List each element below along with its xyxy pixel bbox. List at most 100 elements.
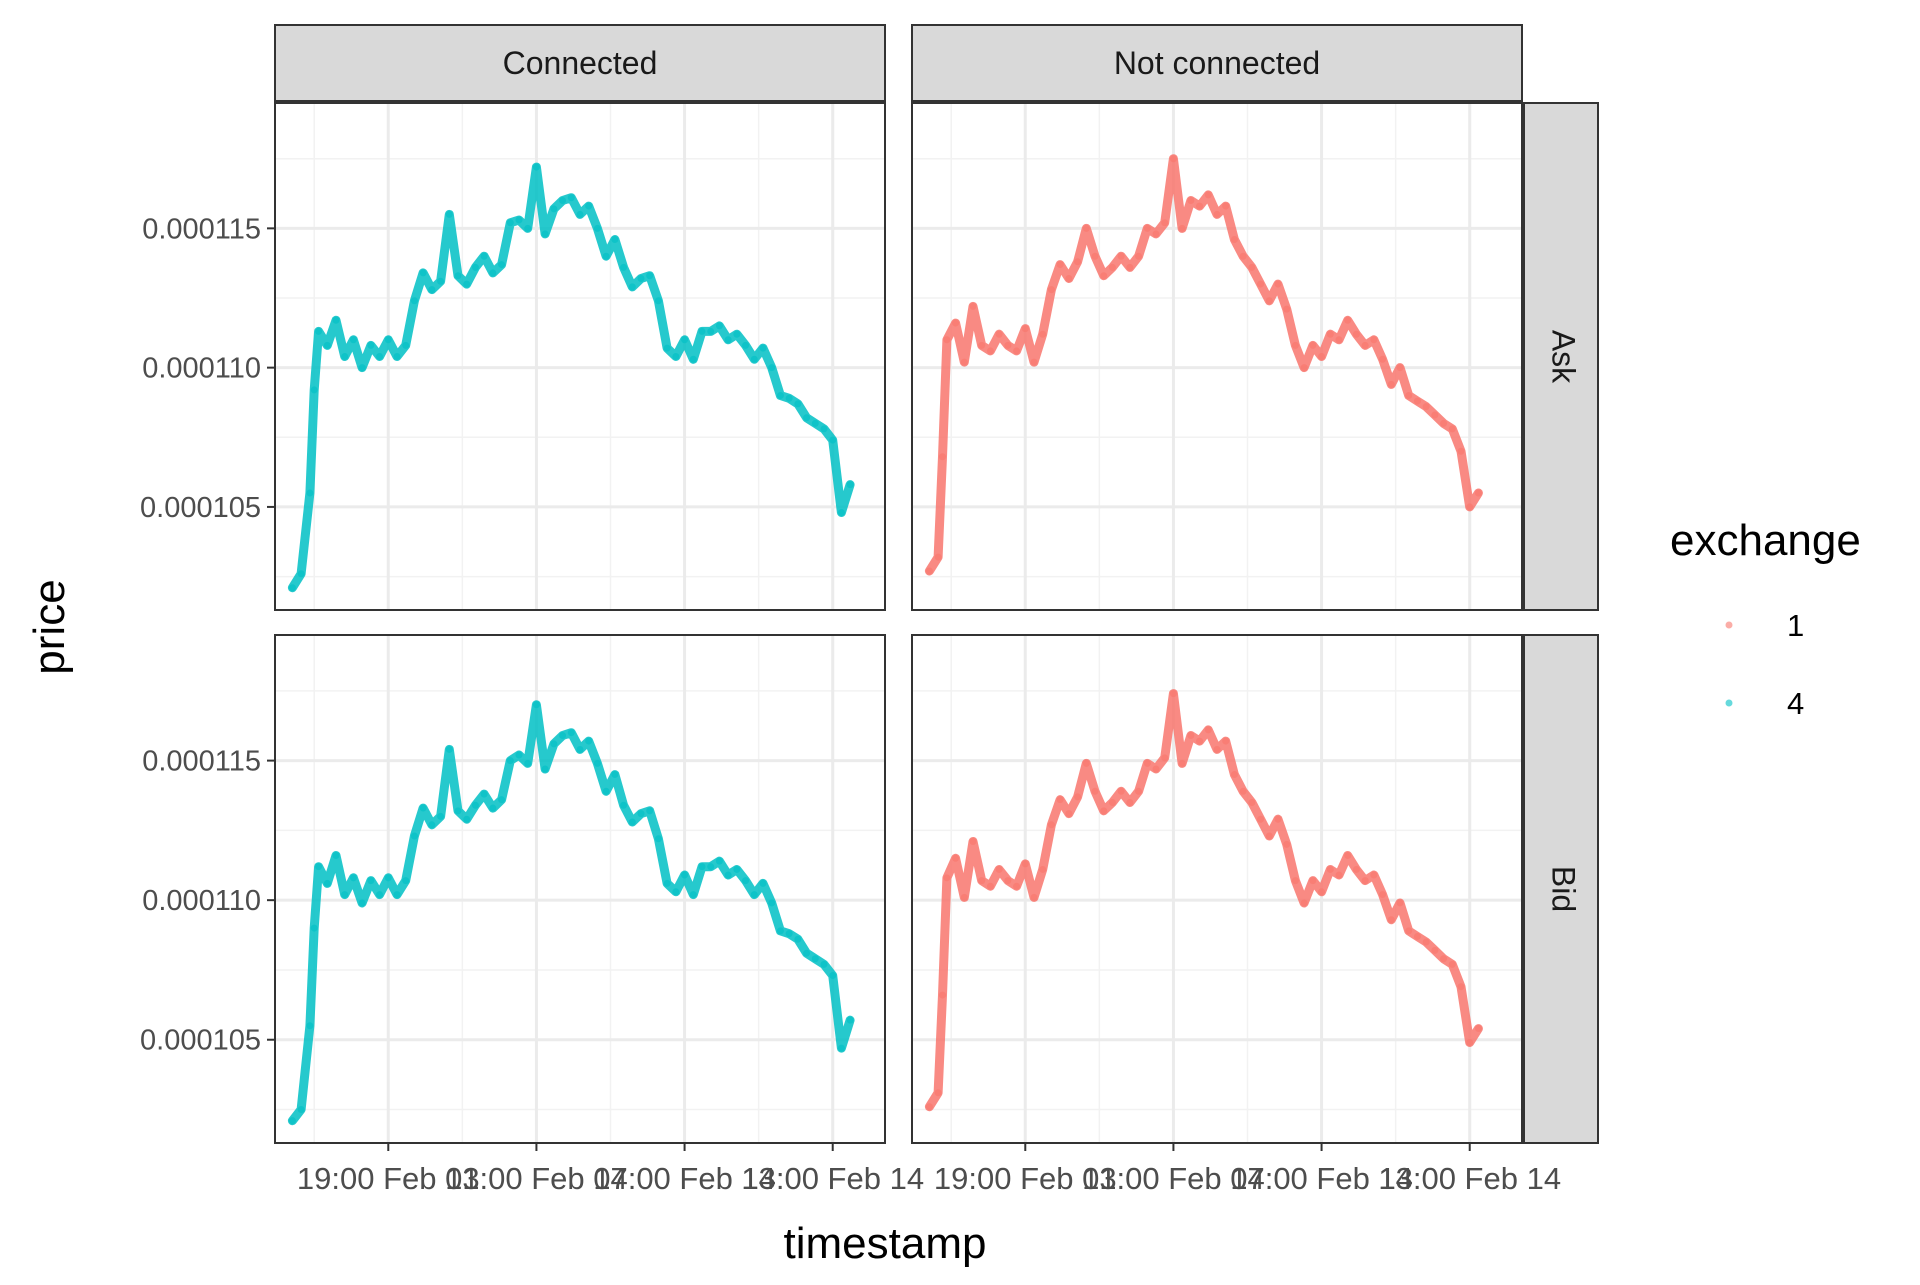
data-point: [1196, 737, 1204, 745]
data-point: [925, 567, 933, 575]
data-point: [1283, 305, 1291, 313]
data-point: [672, 353, 680, 360]
data-point: [1326, 865, 1334, 873]
strip-background: [911, 24, 1523, 102]
data-point: [1222, 202, 1230, 210]
data-point: [1257, 280, 1265, 288]
data-point: [1309, 877, 1317, 885]
data-point: [1239, 787, 1247, 795]
data-point: [471, 801, 479, 809]
data-point: [393, 891, 401, 899]
data-point: [1457, 983, 1465, 991]
data-point: [341, 353, 349, 360]
data-point: [952, 319, 960, 327]
data-point: [1318, 888, 1326, 896]
data-point: [646, 807, 654, 815]
data-point: [454, 272, 462, 280]
data-point: [1344, 316, 1352, 324]
data-point: [437, 277, 445, 285]
data-point: [776, 927, 784, 935]
data-point: [707, 327, 715, 335]
data-point: [310, 386, 318, 394]
data-point: [1021, 325, 1029, 333]
data-point: [1291, 877, 1299, 885]
data-point: [1213, 745, 1221, 753]
data-point: [1422, 938, 1430, 946]
data-point: [1030, 893, 1038, 901]
data-point: [1100, 272, 1108, 280]
facet-strip-label: Not connected: [1114, 45, 1320, 81]
data-point: [419, 269, 427, 277]
data-point: [654, 297, 662, 305]
x-tick-label: 01:00 Feb 14: [1082, 1161, 1265, 1196]
y-tick-label: 0.000110: [142, 885, 261, 917]
data-point: [297, 570, 305, 578]
data-point: [428, 286, 436, 294]
data-point: [428, 821, 436, 829]
data-point: [358, 899, 366, 907]
data-point: [480, 252, 488, 260]
data-point: [559, 197, 567, 204]
data-point: [724, 871, 732, 879]
data-point: [541, 230, 549, 238]
data-point: [654, 835, 662, 843]
data-point: [952, 854, 960, 862]
facet-strip-label: Bid: [1546, 866, 1582, 912]
data-point: [672, 888, 680, 896]
data-point: [1126, 798, 1134, 806]
data-point: [602, 787, 610, 795]
data-point: [846, 1016, 854, 1024]
legend-title: exchange: [1670, 516, 1861, 565]
data-point: [1448, 425, 1456, 433]
data-point: [1361, 877, 1369, 885]
data-point: [733, 330, 741, 338]
data-point: [1004, 877, 1012, 885]
data-point: [463, 815, 471, 823]
y-tick-label: 0.000105: [140, 492, 261, 524]
data-point: [1379, 355, 1387, 363]
data-point: [332, 316, 340, 324]
data-point: [846, 481, 854, 489]
data-point: [1152, 230, 1160, 238]
data-point: [1065, 275, 1073, 282]
data-point: [1091, 787, 1099, 795]
data-point: [1013, 882, 1021, 890]
data-point: [768, 899, 776, 907]
facet-strips-layer: Connected Not connected Ask Bid: [274, 24, 1599, 1144]
x-tick-label: 19:00 Feb 13: [297, 1161, 480, 1196]
data-point: [1161, 754, 1169, 762]
data-point: [585, 202, 593, 210]
data-point: [1352, 865, 1360, 873]
data-point: [1074, 793, 1082, 801]
data-point: [567, 729, 575, 737]
data-point: [1100, 807, 1108, 815]
data-point: [1291, 341, 1299, 349]
data-point: [960, 358, 968, 366]
data-point: [349, 336, 357, 344]
data-point: [410, 297, 418, 305]
panel-background: [912, 635, 1522, 1143]
data-point: [794, 400, 802, 408]
data-point: [939, 453, 946, 461]
data-point: [489, 269, 497, 277]
data-point: [1387, 380, 1395, 388]
data-point: [1047, 286, 1055, 294]
data-point: [939, 991, 946, 999]
data-point: [1248, 798, 1256, 806]
data-point: [1108, 798, 1116, 806]
data-point: [960, 893, 968, 901]
data-point: [437, 812, 445, 820]
data-point: [620, 263, 628, 271]
data-point: [367, 877, 375, 885]
data-point: [785, 930, 793, 938]
data-point: [811, 419, 819, 427]
data-point: [986, 882, 994, 890]
data-point: [532, 701, 540, 709]
data-point: [1265, 297, 1273, 305]
y-tick-label: 0.000110: [142, 353, 261, 385]
data-point: [384, 874, 392, 882]
data-point: [969, 838, 977, 846]
data-point: [1257, 815, 1265, 823]
